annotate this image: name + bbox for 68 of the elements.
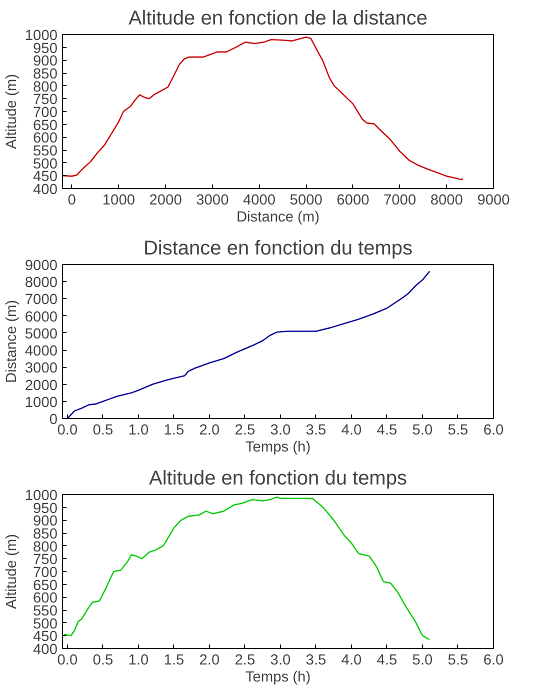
- x-tick-label: 7000: [384, 192, 416, 208]
- x-tick-label: 3.5: [306, 652, 326, 668]
- y-tick-label: 850: [33, 66, 58, 82]
- x-tick-label: 2.5: [234, 652, 256, 668]
- x-axis-title: Temps (h): [245, 670, 311, 686]
- x-tick-label: 4000: [242, 192, 276, 208]
- x-tick-label: 8000: [430, 192, 463, 208]
- x-tick-label: 6000: [336, 192, 370, 208]
- x-tick-label: 6.0: [483, 422, 504, 438]
- x-axis-title: Distance (m): [236, 210, 320, 226]
- x-tick-label: 0: [68, 192, 76, 208]
- y-tick-label: 4000: [24, 344, 58, 360]
- y-tick-label: 9000: [24, 258, 58, 274]
- x-tick-label: 5000: [290, 192, 322, 208]
- x-tick-label: 5.5: [448, 422, 468, 438]
- line-series: [63, 496, 430, 640]
- y-tick-label: 5000: [24, 326, 58, 342]
- y-tick-label: 400: [33, 182, 58, 198]
- x-tick-label: 9000: [477, 192, 510, 208]
- x-tick-label: 4.0: [341, 422, 362, 438]
- y-tick-label: 8000: [24, 275, 58, 292]
- y-tick-label: 700: [33, 565, 58, 581]
- y-axis-title: Altitude (m): [4, 534, 20, 609]
- y-tick-label: 850: [33, 526, 58, 542]
- x-tick-label: 5.0: [412, 422, 433, 438]
- x-tick-label: 2000: [149, 192, 182, 208]
- y-tick-label: 700: [33, 105, 58, 121]
- x-tick-label: 3000: [196, 192, 229, 208]
- x-tick-label: 5.0: [412, 652, 433, 668]
- x-tick-label: 3.5: [306, 422, 326, 438]
- x-tick-label: 3.0: [270, 652, 291, 668]
- x-tick-label: 4.5: [376, 422, 398, 438]
- y-tick-label: 550: [33, 144, 58, 160]
- x-tick-label: 2.0: [199, 652, 220, 668]
- chart-title: Altitude en fonction de la distance: [128, 8, 428, 30]
- x-tick-label: 4.5: [376, 652, 398, 668]
- x-tick-label: 0.5: [92, 422, 114, 438]
- x-tick-label: 4.0: [341, 652, 362, 668]
- x-tick-label: 1.5: [164, 422, 184, 438]
- y-tick-label: 2000: [24, 378, 58, 394]
- x-axis-title: Temps (h): [245, 440, 311, 456]
- x-tick-label: 0.5: [92, 652, 114, 668]
- x-tick-label: 0.0: [57, 422, 78, 438]
- x-tick-label: 1.0: [128, 652, 149, 668]
- chart-title: Distance en fonction du temps: [143, 238, 413, 260]
- line-series: [66, 270, 430, 418]
- y-axis-title: Altitude (m): [4, 74, 20, 149]
- x-tick-label: 0.0: [57, 652, 78, 668]
- x-tick-label: 3.0: [270, 422, 291, 438]
- y-tick-label: 3000: [24, 360, 58, 377]
- y-tick-label: 1000: [24, 488, 58, 504]
- x-tick-label: 1.5: [164, 652, 184, 668]
- x-tick-label: 2.0: [199, 422, 220, 438]
- x-tick-label: 1.0: [128, 422, 149, 438]
- y-tick-label: 7000: [24, 292, 58, 308]
- line-series: [62, 36, 464, 180]
- x-tick-label: 6.0: [483, 652, 504, 668]
- x-tick-label: 1000: [102, 192, 136, 208]
- x-tick-label: 2.5: [234, 422, 256, 438]
- y-tick-label: 6000: [24, 309, 58, 326]
- chart-title: Altitude en fonction du temps: [149, 468, 407, 490]
- y-tick-label: 400: [33, 642, 58, 658]
- x-tick-label: 5.5: [448, 652, 468, 668]
- y-axis-title: Distance (m): [4, 300, 20, 384]
- y-tick-label: 1000: [24, 394, 58, 411]
- y-tick-label: 1000: [24, 28, 58, 44]
- y-tick-label: 0: [49, 412, 58, 428]
- y-tick-label: 550: [33, 604, 58, 620]
